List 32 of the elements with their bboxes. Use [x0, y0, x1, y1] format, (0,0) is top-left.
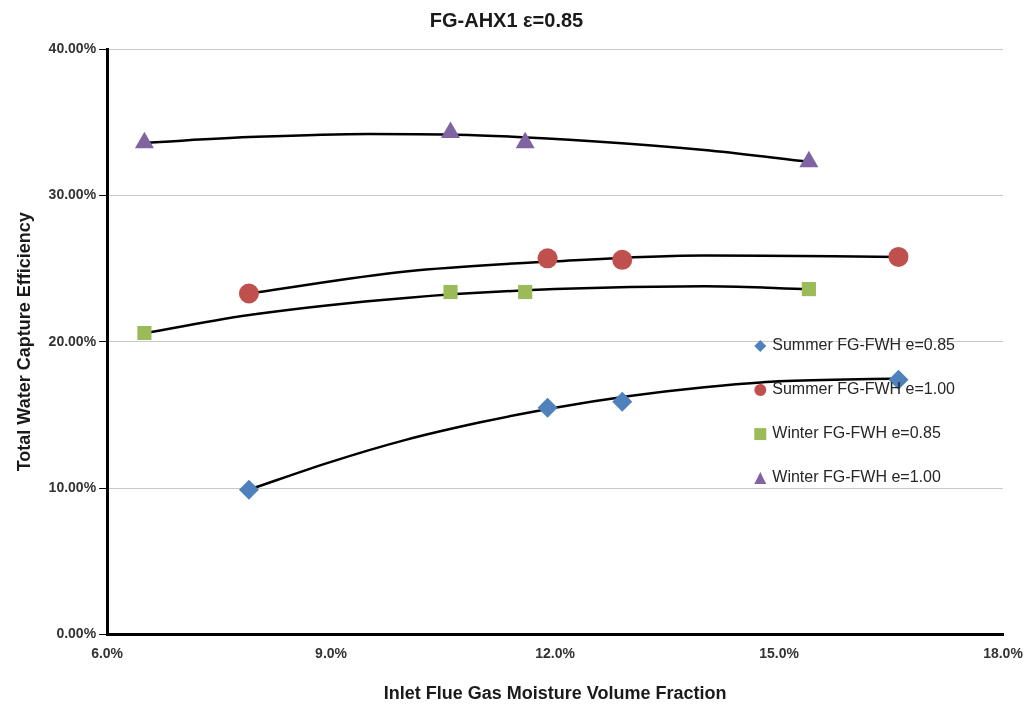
point [238, 283, 259, 304]
point [888, 246, 909, 267]
y-tick-label: 0.00% [56, 625, 97, 642]
legend-label: Winter FG-FWH e=0.85 [772, 424, 941, 442]
point [440, 121, 461, 138]
point [612, 391, 633, 412]
y-tick-label: 20.00% [48, 332, 97, 349]
point [238, 479, 259, 500]
point [134, 131, 154, 149]
x-tick-label: 6.0% [91, 644, 124, 661]
x-tick-label: 9.0% [315, 644, 348, 661]
y-tick-label: 30.00% [48, 186, 97, 203]
legend-label: Winter FG-FWH e=1.00 [772, 468, 941, 486]
point [137, 325, 152, 341]
x-tick-label: 12.0% [535, 644, 576, 661]
point [443, 284, 458, 300]
y-axis-title: Total Water Capture Efficiency [13, 212, 34, 472]
point [518, 284, 533, 300]
y-tick-label: 40.00% [48, 39, 97, 56]
y-tick-label: 10.00% [48, 479, 97, 496]
x-axis-title: Inlet Flue Gas Moisture Volume Fraction [383, 683, 727, 704]
point [515, 131, 535, 149]
legend-label: Summer FG-FWH e=1.00 [772, 380, 956, 398]
point [537, 248, 558, 269]
chart-title: FG-AHX1 ε=0.85 [429, 8, 584, 31]
point [612, 249, 633, 270]
point [799, 150, 819, 168]
legend-label: Summer FG-FWH e=0.85 [772, 336, 956, 354]
point [801, 282, 816, 297]
x-tick-label: 15.0% [759, 644, 800, 661]
point [537, 397, 558, 418]
x-tick-label: 18.0% [983, 644, 1024, 661]
